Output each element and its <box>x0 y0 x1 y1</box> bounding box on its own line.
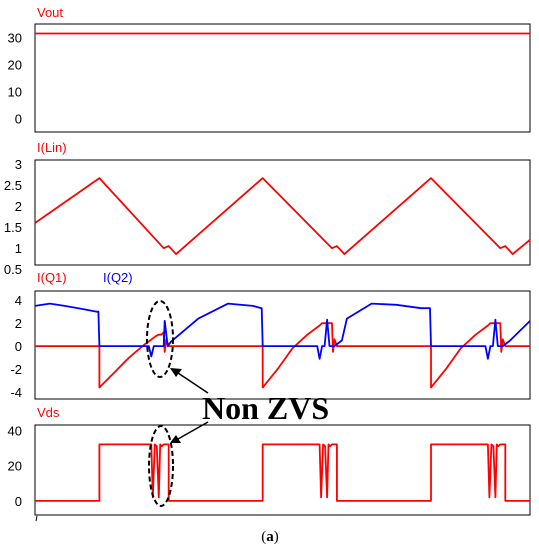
iq-y-tick-label: -2 <box>10 362 22 377</box>
series-line-i-q2 <box>34 302 531 360</box>
iq-plot-frame <box>34 290 531 400</box>
axis-origin-mark <box>35 515 38 522</box>
non-zvs-ellipse-vds <box>148 425 174 507</box>
caption-close: ) <box>274 529 279 545</box>
ilin-plot-frame <box>34 159 531 266</box>
non-zvs-ellipse-current <box>146 300 174 378</box>
ilin-traces <box>34 177 531 256</box>
vds-y-tick-label: 0 <box>15 494 22 509</box>
vds-y-ticks: 40 20 0 <box>8 423 22 509</box>
ilin-y-tick-label: 1 <box>15 241 22 256</box>
ilin-panel-title: I(Lin) <box>37 140 67 155</box>
vds-y-tick-label: 20 <box>8 459 22 474</box>
ilin-y-tick-label: 0.5 <box>4 262 22 277</box>
non-zvs-annotation: Non ZVS <box>202 390 329 426</box>
figure-caption: (a) <box>261 529 279 545</box>
iq-y-tick-label: 4 <box>15 293 22 308</box>
ilin-y-ticks: 3 2.5 2 1.5 1 0.5 <box>4 157 22 277</box>
vout-y-ticks: 30 20 10 0 <box>8 31 22 127</box>
series-line-i-lin <box>34 177 531 256</box>
ilin-y-tick-label: 3 <box>15 157 22 172</box>
iq-y-tick-label: 0 <box>15 339 22 354</box>
iq2-legend-label: I(Q2) <box>103 270 133 285</box>
vds-y-tick-label: 40 <box>8 423 22 438</box>
series-line-i-q1 <box>35 322 530 389</box>
vds-plot-frame <box>34 424 531 516</box>
iq1-legend-label: I(Q1) <box>37 270 67 285</box>
vout-y-tick-label: 30 <box>8 31 22 46</box>
iq-traces <box>34 302 531 389</box>
arrow-to-vds-ellipse <box>170 421 209 443</box>
iq-y-tick-label: -4 <box>10 385 22 400</box>
caption-letter: a <box>266 529 274 545</box>
vds-panel-title: Vds <box>37 405 60 420</box>
ilin-y-tick-label: 1.5 <box>4 220 22 235</box>
vout-panel-title: Vout <box>37 5 63 20</box>
iq-y-ticks: 4 2 0 -2 -4 <box>10 293 22 400</box>
vout-y-tick-label: 0 <box>15 112 22 127</box>
iq-y-tick-label: 2 <box>15 316 22 331</box>
vout-y-tick-label: 20 <box>8 58 22 73</box>
ilin-y-tick-label: 2.5 <box>4 178 22 193</box>
caption-open: ( <box>261 529 266 545</box>
series-line-vds <box>35 443 530 502</box>
vds-traces <box>35 443 530 502</box>
vout-y-tick-label: 10 <box>8 85 22 100</box>
ilin-y-tick-label: 2 <box>15 199 22 214</box>
vout-plot-frame <box>34 23 531 133</box>
arrow-to-current-ellipse <box>170 368 209 394</box>
